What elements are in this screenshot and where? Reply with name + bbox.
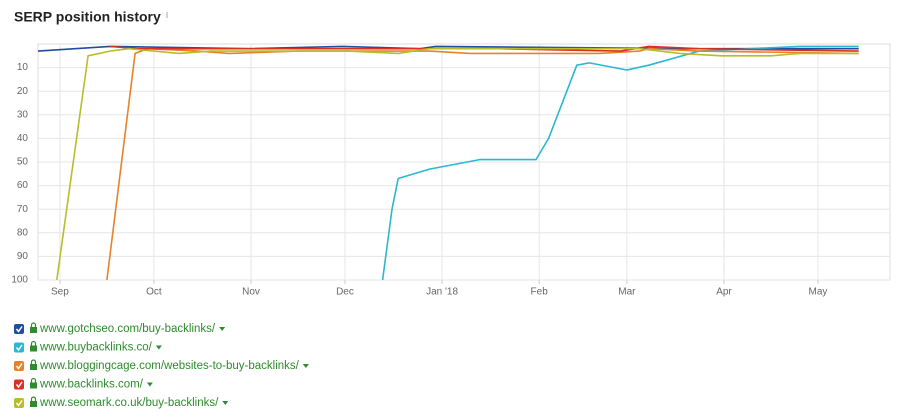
legend-label: www.seomark.co.uk/buy-backlinks/ bbox=[39, 397, 219, 409]
y-tick-label: 90 bbox=[17, 251, 29, 262]
x-tick-label: Feb bbox=[531, 287, 549, 298]
lock-icon bbox=[30, 382, 37, 389]
lock-shackle bbox=[30, 377, 37, 383]
legend-checkbox bbox=[14, 342, 24, 353]
legend-checkbox bbox=[14, 379, 24, 390]
y-tick-label: 70 bbox=[17, 204, 29, 215]
y-tick-label: 100 bbox=[11, 275, 28, 286]
y-tick-label: 50 bbox=[17, 157, 29, 168]
dropdown-arrow bbox=[146, 382, 153, 387]
series-line bbox=[56, 47, 859, 280]
lock-icon bbox=[30, 364, 37, 370]
lock-icon bbox=[30, 401, 37, 407]
y-tick-label: 20 bbox=[17, 86, 29, 97]
series-line bbox=[109, 45, 859, 52]
legend-checkbox bbox=[14, 324, 24, 334]
lock-shackle bbox=[30, 359, 37, 364]
x-tick-label: Oct bbox=[146, 287, 162, 298]
y-tick-label: 40 bbox=[17, 133, 29, 144]
chart-title: SERP position history bbox=[14, 9, 161, 25]
series-line bbox=[38, 45, 859, 52]
y-tick-label: 30 bbox=[17, 109, 29, 120]
dropdown-arrow bbox=[155, 345, 162, 350]
legend-check bbox=[15, 344, 23, 352]
legend-checkbox bbox=[14, 361, 24, 371]
legend-item: www.bloggingcage.com/websites-to-buy-bac… bbox=[14, 359, 309, 372]
x-tick-label: Dec bbox=[336, 287, 354, 298]
legend-label: www.buybacklinks.co/ bbox=[39, 342, 153, 354]
series-line bbox=[106, 47, 859, 280]
legend-check bbox=[15, 400, 23, 407]
x-tick-label: Jan '18 bbox=[426, 287, 458, 298]
series-line bbox=[381, 45, 859, 280]
lock-shackle bbox=[30, 340, 37, 346]
legend-item: www.backlinks.com/ bbox=[14, 377, 153, 391]
legend-check bbox=[15, 363, 23, 370]
legend-check bbox=[15, 326, 23, 333]
legend-label: www.backlinks.com/ bbox=[39, 379, 144, 391]
legend-label: www.bloggingcage.com/websites-to-buy-bac… bbox=[39, 360, 300, 372]
x-tick-label: Apr bbox=[716, 287, 732, 298]
x-tick-label: Nov bbox=[242, 287, 260, 298]
y-tick-label: 80 bbox=[17, 227, 29, 238]
legend-label: www.gotchseo.com/buy-backlinks/ bbox=[39, 323, 216, 335]
lock-shackle bbox=[30, 322, 37, 327]
x-tick-label: Sep bbox=[51, 287, 69, 298]
y-tick-label: 60 bbox=[17, 180, 29, 191]
dropdown-arrow bbox=[222, 401, 229, 405]
dropdown-arrow bbox=[219, 327, 226, 331]
legend-item: www.buybacklinks.co/ bbox=[14, 340, 162, 354]
x-tick-label: May bbox=[809, 287, 828, 298]
lock-icon bbox=[30, 327, 37, 333]
y-tick-label: 10 bbox=[17, 62, 29, 73]
legend-item: www.gotchseo.com/buy-backlinks/ bbox=[14, 322, 226, 335]
dropdown-arrow bbox=[302, 364, 309, 368]
x-tick-label: Mar bbox=[618, 287, 636, 298]
lock-shackle bbox=[30, 396, 37, 401]
lock-icon bbox=[30, 345, 37, 352]
legend-checkbox bbox=[14, 398, 24, 408]
legend-item: www.seomark.co.uk/buy-backlinks/ bbox=[14, 396, 229, 409]
legend-check bbox=[15, 381, 23, 389]
